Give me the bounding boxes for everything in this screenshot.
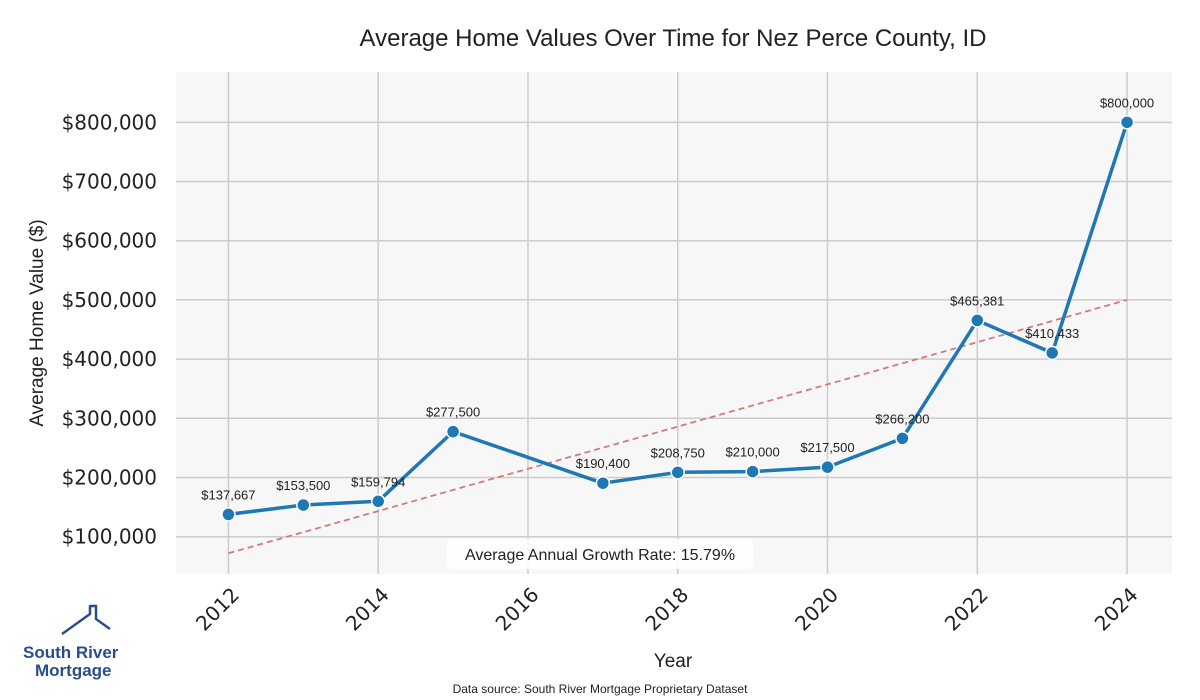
data-point bbox=[1044, 345, 1060, 361]
data-point bbox=[445, 424, 461, 439]
logo: South River Mortgage bbox=[23, 604, 119, 680]
x-tick-label: 2024 bbox=[1090, 583, 1143, 636]
data-point bbox=[370, 494, 386, 509]
data-point bbox=[595, 475, 611, 491]
y-tick-label: $400,000 bbox=[62, 347, 157, 371]
series-line bbox=[228, 121, 1129, 517]
data-point bbox=[296, 497, 311, 513]
y-axis-label: Average Home Value ($) bbox=[27, 219, 48, 426]
x-tick-label: 2018 bbox=[640, 583, 693, 636]
data-label: $208,750 bbox=[651, 445, 705, 460]
data-point bbox=[820, 459, 835, 475]
data-label: $137,667 bbox=[201, 487, 255, 502]
data-point bbox=[670, 465, 685, 480]
data-point bbox=[1119, 115, 1135, 130]
y-tick-label: $500,000 bbox=[62, 288, 157, 312]
growth-annotation-box bbox=[447, 539, 753, 569]
y-tick-label: $800,000 bbox=[62, 110, 157, 134]
x-tick-label: 2016 bbox=[491, 583, 544, 636]
x-tick-label: 2020 bbox=[790, 583, 843, 636]
data-point bbox=[970, 313, 985, 328]
logo-line2: Mortgage bbox=[35, 661, 112, 680]
data-point bbox=[895, 431, 910, 446]
plot-area bbox=[176, 72, 1172, 574]
data-label: $217,500 bbox=[800, 440, 854, 455]
growth-annotation-group: Average Annual Growth Rate: 15.79% bbox=[447, 539, 753, 569]
chart-title: Average Home Values Over Time for Nez Pe… bbox=[360, 25, 987, 52]
data-label: $190,400 bbox=[576, 456, 630, 471]
trend-line-group bbox=[228, 299, 1128, 555]
y-tick-label: $100,000 bbox=[62, 525, 157, 549]
data-point bbox=[221, 507, 236, 522]
data-label: $465,381 bbox=[950, 293, 1004, 308]
data-label: $266,200 bbox=[875, 411, 929, 426]
x-axis: 2012 2014 2016 2018 2020 2022 2024 bbox=[191, 583, 1143, 636]
data-label: $277,500 bbox=[426, 405, 480, 420]
x-axis-label: Year bbox=[654, 651, 693, 672]
x-tick-label: 2014 bbox=[341, 583, 394, 636]
y-tick-label: $600,000 bbox=[62, 229, 157, 253]
y-tick-label: $700,000 bbox=[62, 170, 157, 194]
data-label: $210,000 bbox=[726, 445, 780, 460]
logo-line1: South River bbox=[23, 643, 119, 662]
data-label: $153,500 bbox=[276, 478, 330, 493]
series-group: $137,667 $153,500 $159,794 $277,500 $190,400… bbox=[201, 95, 1154, 522]
house-roof-icon bbox=[61, 604, 111, 636]
growth-annotation: Average Annual Growth Rate: 15.79% bbox=[465, 547, 735, 564]
x-tick-label: 2012 bbox=[191, 583, 244, 636]
data-point bbox=[745, 464, 760, 479]
data-label: $159,794 bbox=[351, 474, 405, 489]
y-tick-label: $300,000 bbox=[62, 406, 157, 430]
trend-line bbox=[228, 299, 1128, 555]
data-label: $800,000 bbox=[1100, 95, 1154, 110]
y-tick-label: $200,000 bbox=[62, 466, 157, 490]
data-label: $410,433 bbox=[1025, 326, 1079, 341]
x-tick-label: 2022 bbox=[940, 583, 993, 636]
data-source: Data source: South River Mortgage Propri… bbox=[453, 682, 748, 696]
y-axis: $100,000 $200,000 $300,000 $400,000 $500,000… bbox=[62, 110, 157, 548]
